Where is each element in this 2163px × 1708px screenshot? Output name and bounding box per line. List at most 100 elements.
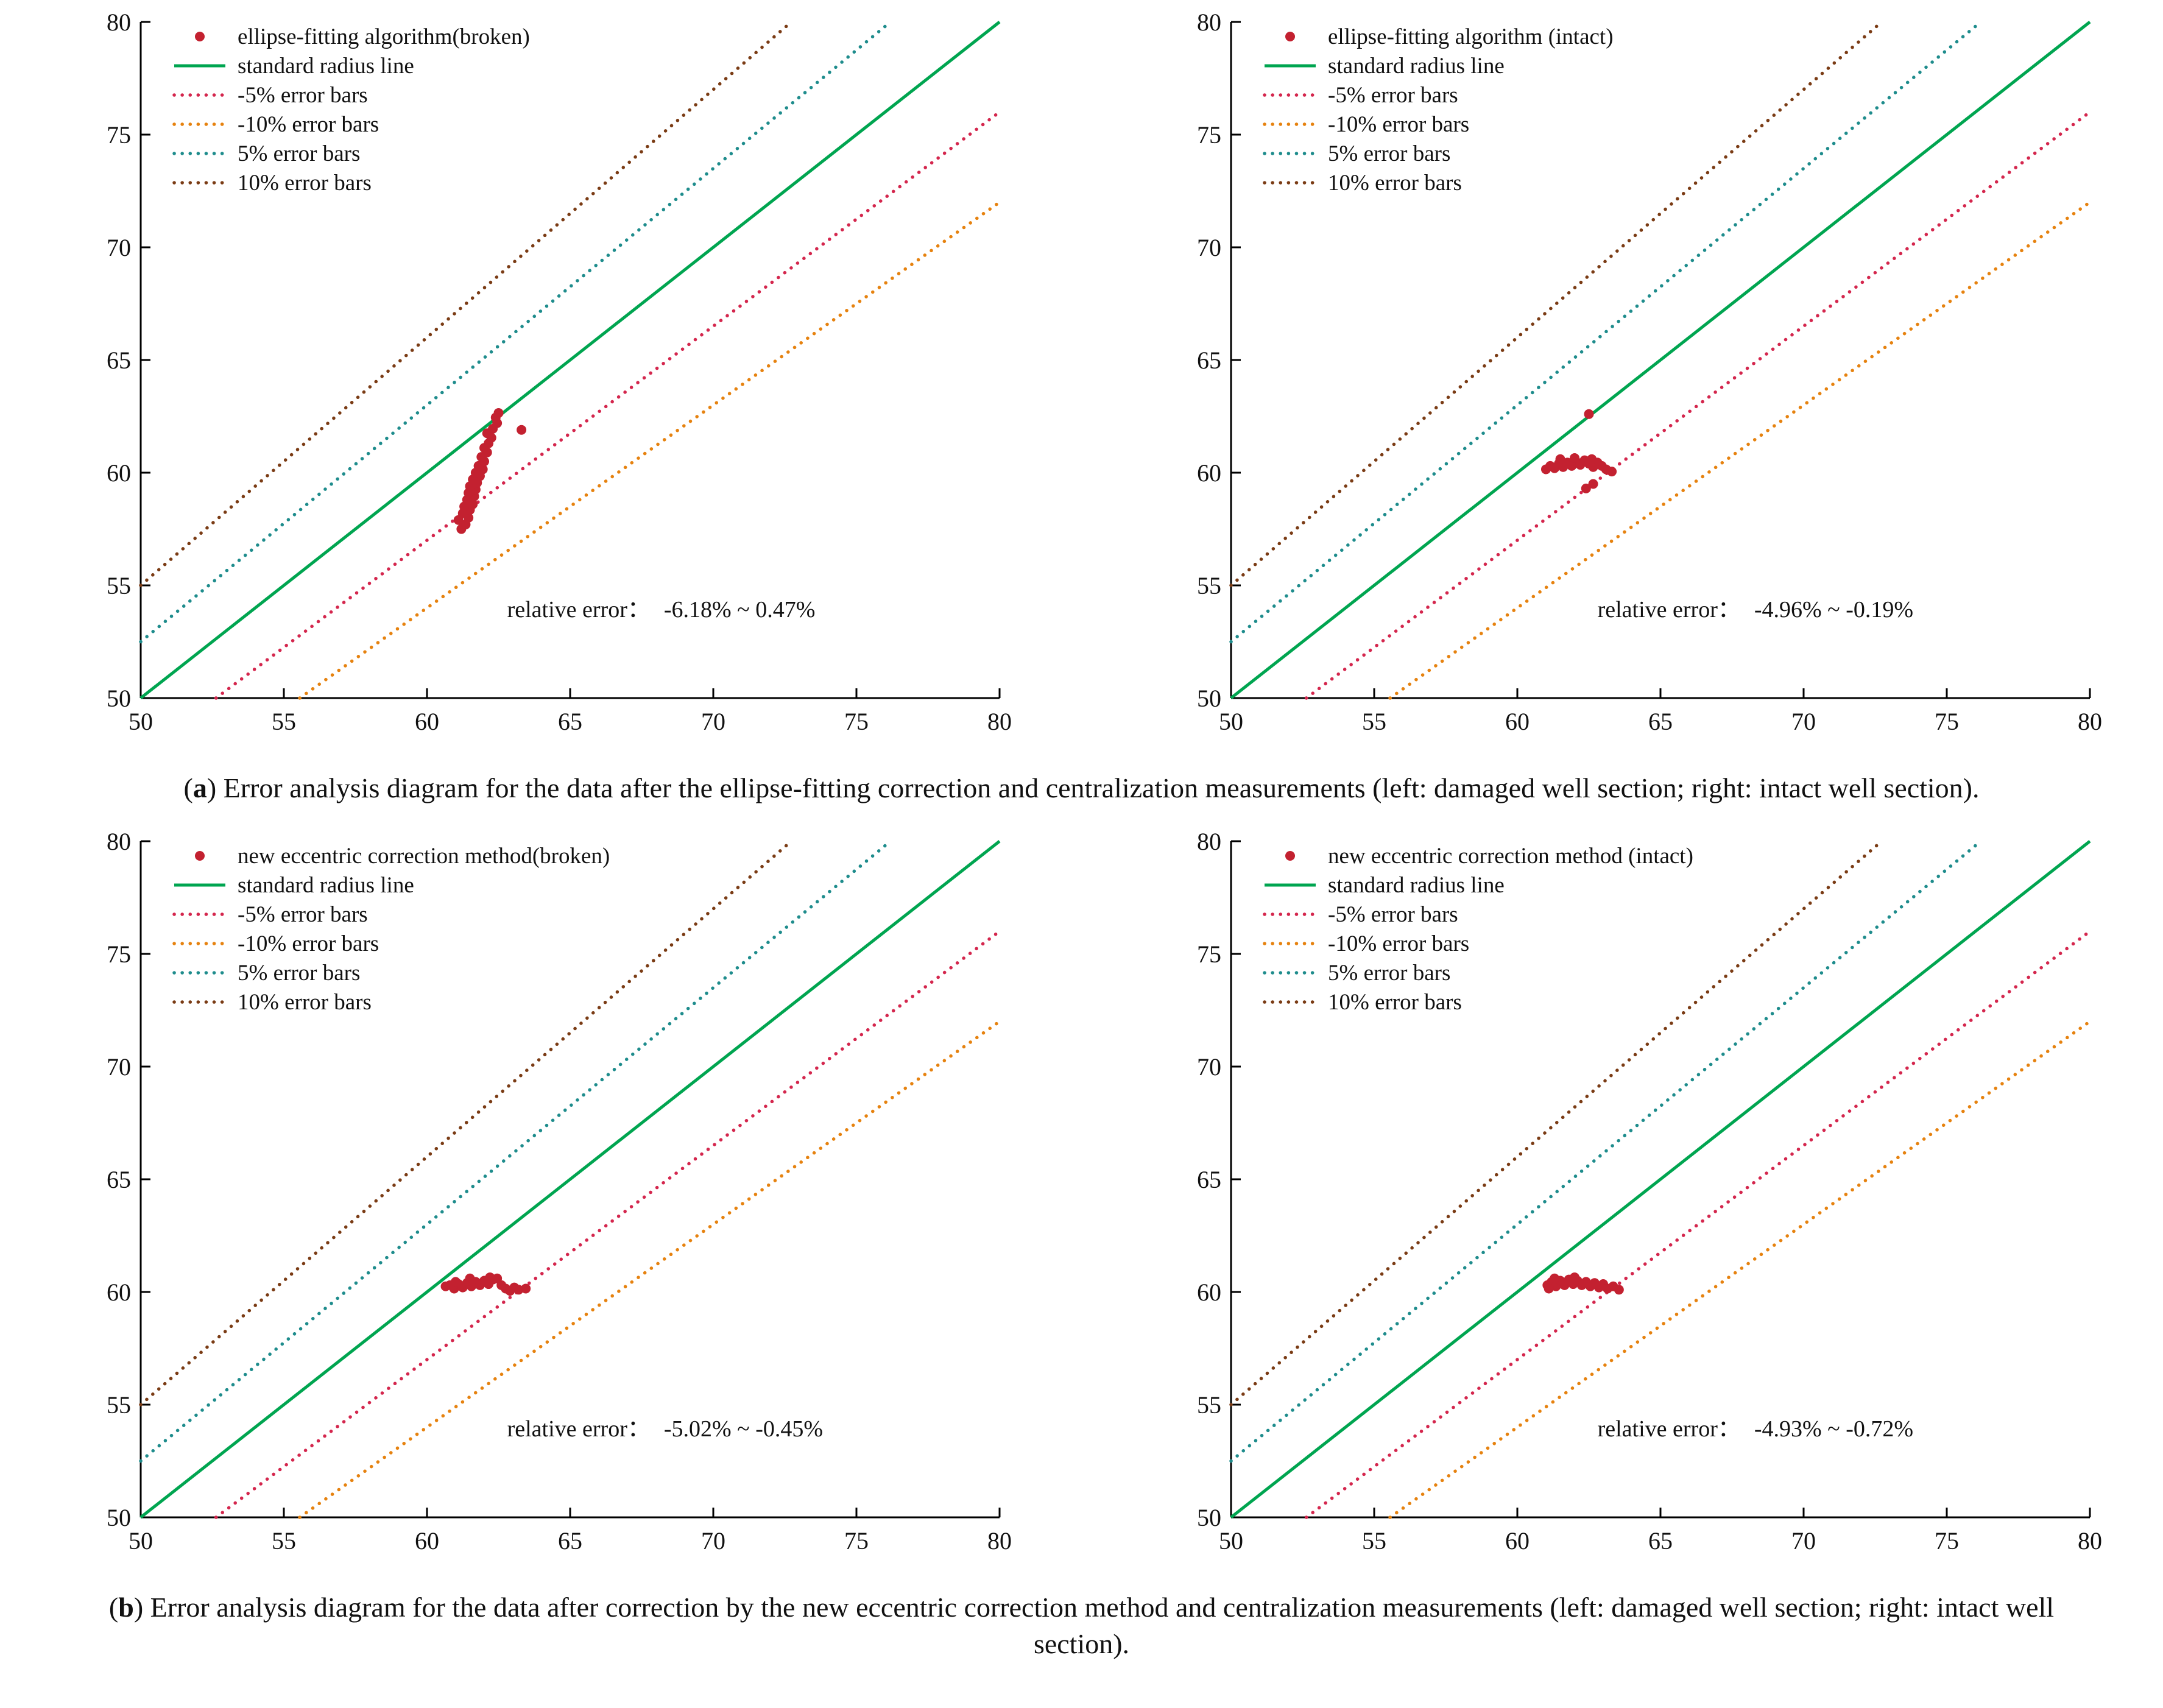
svg-text:60: 60 — [415, 708, 439, 735]
10-error-bars-line — [297, 200, 1001, 700]
standard-radius-line-line — [1229, 21, 2091, 699]
svg-text:50: 50 — [107, 685, 131, 712]
legend-label: 5% error bars — [1328, 961, 1450, 986]
svg-text:65: 65 — [558, 1527, 582, 1554]
data-point — [450, 1277, 460, 1287]
legend: new eccentric correction method (intact)… — [1262, 844, 1693, 1015]
data-point — [520, 1283, 531, 1294]
svg-text:65: 65 — [107, 347, 131, 374]
data-points — [1540, 409, 1617, 493]
svg-text:70: 70 — [1197, 234, 1221, 261]
svg-text:55: 55 — [272, 708, 296, 735]
caption-a-letter: a — [192, 772, 207, 803]
legend-label: 10% error bars — [1328, 990, 1462, 1015]
svg-text:55: 55 — [272, 1527, 296, 1554]
data-points — [440, 1272, 531, 1296]
svg-text:60: 60 — [1505, 1527, 1530, 1554]
data-point — [1581, 483, 1591, 493]
svg-text:60: 60 — [107, 459, 131, 487]
svg-text:75: 75 — [1197, 121, 1221, 149]
chart-panel-b-right: 50 50 55 55 60 60 65 65 70 70 75 75 80 80 new eccentri… — [1140, 823, 2114, 1578]
svg-text:55: 55 — [107, 572, 131, 599]
svg-text:50: 50 — [129, 1527, 153, 1554]
data-point — [1544, 1283, 1554, 1294]
legend-label: -5% error bars — [238, 902, 368, 927]
svg-text:50: 50 — [129, 708, 153, 735]
data-point — [516, 425, 526, 435]
legend-label: -10% error bars — [1328, 931, 1469, 956]
legend-label: new eccentric correction method (intact) — [1328, 844, 1693, 869]
chart-row-a: 50 50 55 55 60 60 65 65 70 70 75 75 80 80 ellipse-fitt… — [0, 4, 2163, 759]
legend-point-marker — [1285, 850, 1295, 861]
svg-text:65: 65 — [1197, 1166, 1221, 1193]
svg-text:60: 60 — [107, 1279, 131, 1306]
10-error-bars-line — [1388, 1019, 2092, 1519]
svg-text:50: 50 — [1219, 708, 1243, 735]
caption-a: (a) Error analysis diagram for the data … — [183, 772, 1980, 803]
svg-text:75: 75 — [1935, 708, 1959, 735]
svg-text:70: 70 — [1197, 1053, 1221, 1081]
chart-panel-b-left: 50 50 55 55 60 60 65 65 70 70 75 75 80 80 new eccentri… — [49, 823, 1024, 1578]
data-point — [1614, 1285, 1624, 1295]
legend-label: -5% error bars — [1328, 902, 1458, 927]
legend-label: ellipse-fitting algorithm(broken) — [238, 24, 530, 49]
10-error-bars-line — [138, 839, 793, 1406]
legend: ellipse-fitting algorithm(broken) standar… — [172, 24, 530, 196]
legend-point-marker — [194, 850, 205, 861]
data-point — [1549, 1273, 1559, 1283]
data-point — [1588, 479, 1598, 489]
legend-label: -10% error bars — [238, 112, 379, 137]
legend: new eccentric correction method(broken) s… — [172, 844, 610, 1015]
svg-text:60: 60 — [415, 1527, 439, 1554]
10-error-bars-line — [1229, 20, 1883, 587]
svg-text:80: 80 — [107, 828, 131, 855]
data-point — [1584, 409, 1593, 419]
svg-text:55: 55 — [1197, 572, 1221, 599]
legend-label: 10% error bars — [238, 990, 372, 1015]
svg-text:65: 65 — [558, 708, 582, 735]
data-point — [484, 1272, 495, 1282]
svg-text:50: 50 — [1197, 1504, 1221, 1531]
relative-error-annotation: relative error： -4.93% ~ -0.72% — [1597, 1416, 1913, 1442]
5-error-bars-line — [1229, 839, 1983, 1463]
10-error-bars-line — [1229, 839, 1883, 1406]
svg-text:60: 60 — [1505, 708, 1530, 735]
svg-text:80: 80 — [2078, 1527, 2102, 1554]
caption-b-text: Error analysis diagram for the data afte… — [150, 1591, 2055, 1660]
5-error-bars-line — [138, 20, 892, 644]
legend-label: standard radius line — [238, 54, 414, 79]
5-error-bars-line — [214, 110, 1001, 700]
relative-error-annotation: relative error： -5.02% ~ -0.45% — [507, 1416, 822, 1442]
data-points — [453, 408, 526, 534]
svg-text:55: 55 — [1362, 1527, 1386, 1554]
5-error-bars-line — [1229, 20, 1983, 644]
5-error-bars-line — [1304, 110, 2092, 700]
legend-label: -10% error bars — [1328, 112, 1469, 137]
data-point — [465, 1273, 475, 1283]
legend-label: 5% error bars — [238, 961, 360, 986]
svg-text:75: 75 — [107, 940, 131, 968]
data-point — [1569, 1272, 1579, 1282]
standard-radius-line-line — [139, 21, 1001, 699]
svg-text:65: 65 — [107, 1166, 131, 1193]
relative-error-annotation: relative error： -4.96% ~ -0.19% — [1597, 597, 1913, 623]
legend: ellipse-fitting algorithm (intact) standa… — [1262, 24, 1614, 196]
legend-point-marker — [1285, 32, 1295, 41]
standard-radius-line-line — [1229, 839, 2091, 1519]
5-error-bars-line — [138, 839, 892, 1463]
relative-error-annotation: relative error： -6.18% ~ 0.47% — [507, 597, 815, 623]
legend-label: ellipse-fitting algorithm (intact) — [1328, 24, 1614, 49]
legend-label: standard radius line — [1328, 873, 1505, 898]
10-error-bars-line — [297, 1019, 1001, 1519]
svg-text:80: 80 — [987, 708, 1012, 735]
svg-text:65: 65 — [1648, 1527, 1673, 1554]
legend-label: -5% error bars — [238, 83, 368, 108]
data-point — [1555, 454, 1565, 464]
data-point — [493, 408, 503, 418]
legend-label: -5% error bars — [1328, 83, 1458, 108]
